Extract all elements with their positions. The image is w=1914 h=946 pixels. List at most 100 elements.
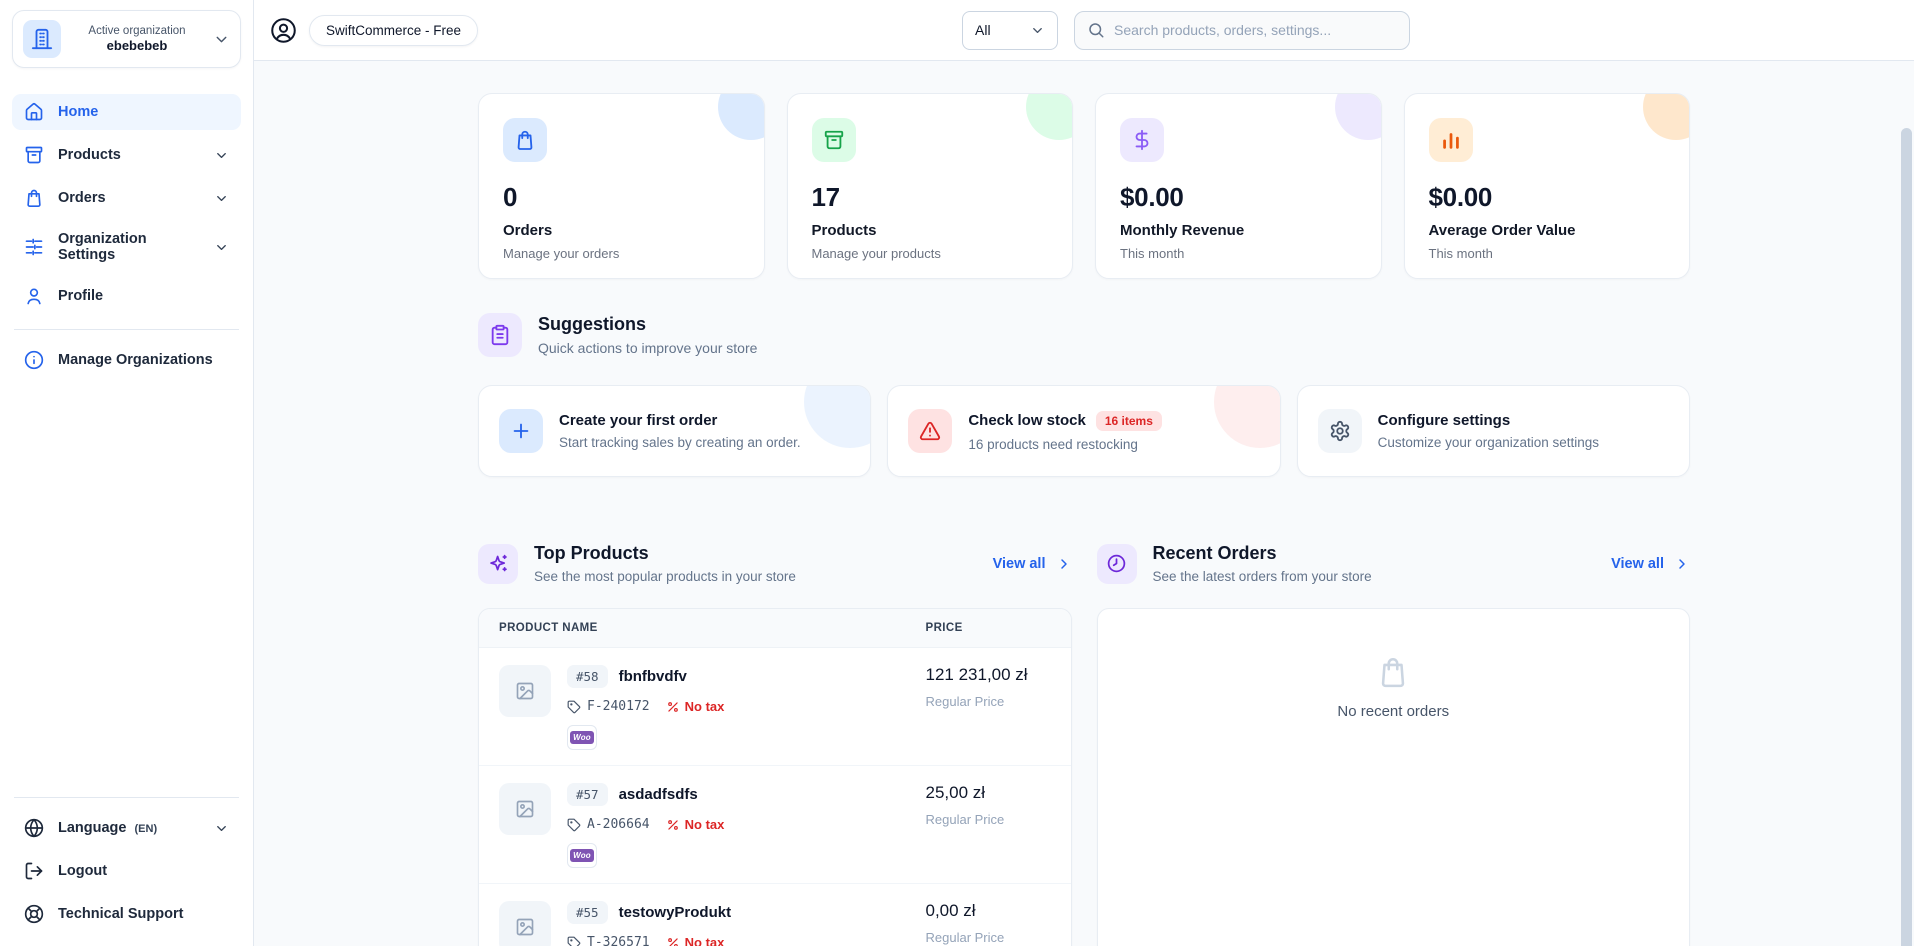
table-row[interactable]: #55 testowyProdukt T-326571: [479, 884, 1071, 946]
top-products-view-all-link[interactable]: View all: [993, 556, 1072, 572]
suggestions-header: Suggestions Quick actions to improve you…: [478, 313, 1690, 357]
top-products-column: Top Products See the most popular produc…: [478, 543, 1072, 946]
stat-title: Products: [811, 222, 877, 239]
suggestion-title: Configure settings: [1377, 412, 1511, 429]
search-icon: [1087, 21, 1105, 39]
bar-chart-icon: [1428, 118, 1473, 162]
sidebar-item-technical-support[interactable]: Technical Support: [12, 896, 241, 932]
stat-card-monthly-revenue[interactable]: $0.00 Monthly Revenue This month: [1095, 93, 1382, 279]
chevron-down-icon: [214, 191, 229, 206]
search-area: All: [962, 10, 1410, 50]
product-name: asdadfsdfs: [618, 786, 698, 803]
sidebar-item-label: Organization Settings: [58, 231, 147, 263]
chevron-right-icon: [1674, 556, 1690, 572]
price-type: Regular Price: [925, 694, 1005, 709]
stat-card-average-order-value[interactable]: $0.00 Average Order Value This month: [1403, 93, 1690, 279]
section-subtitle: See the most popular products in your st…: [534, 569, 796, 584]
recent-orders-header: Recent Orders See the latest orders from…: [1096, 543, 1691, 584]
product-id-badge: #55: [567, 901, 608, 924]
recent-orders-column: Recent Orders See the latest orders from…: [1096, 543, 1691, 946]
suggestions-row: Create your first order Start tracking s…: [478, 385, 1690, 477]
stat-subtitle: Manage your products: [811, 246, 941, 261]
sidebar-item-label: Profile: [58, 288, 104, 304]
product-image-placeholder-icon: [499, 783, 551, 835]
sidebar-item-orders[interactable]: Orders: [12, 180, 241, 216]
table-row[interactable]: #58 fbnfbvdfv F-240172: [479, 648, 1071, 766]
plus-icon: [499, 409, 543, 453]
recent-orders-view-all-link[interactable]: View all: [1611, 556, 1690, 572]
top-products-table: PRODUCT NAME PRICE #58: [478, 608, 1072, 946]
product-price: 0,00 zł: [925, 901, 976, 920]
tag-icon: [567, 700, 581, 714]
stat-card-orders[interactable]: 0 Orders Manage your orders: [478, 93, 765, 279]
sparkles-icon: [478, 543, 518, 584]
stat-value: 17: [811, 182, 841, 212]
stats-row: 0 Orders Manage your orders 17 Products …: [478, 93, 1690, 279]
percent-off-icon: [666, 700, 680, 714]
plan-badge: SwiftCommerce - Free: [309, 14, 479, 46]
suggestion-description: 16 products need restocking: [968, 436, 1138, 452]
sidebar-item-profile[interactable]: Profile: [12, 278, 241, 314]
decorative-circle: [1643, 94, 1690, 140]
sidebar-item-products[interactable]: Products: [12, 137, 241, 173]
stat-title: Orders: [503, 222, 553, 239]
logout-icon: [24, 861, 44, 881]
stat-title: Average Order Value: [1428, 222, 1576, 239]
price-type: Regular Price: [925, 930, 1005, 945]
chevron-down-icon: [1030, 23, 1045, 38]
chevron-down-icon: [214, 148, 229, 163]
stat-card-products[interactable]: 17 Products Manage your products: [786, 93, 1073, 279]
sidebar-item-label: Language (EN): [58, 820, 158, 836]
clock-icon: [1096, 543, 1137, 584]
sidebar-item-home[interactable]: Home: [12, 94, 241, 130]
stat-value: $0.00: [1120, 182, 1184, 212]
no-tax-label: No tax: [666, 935, 724, 946]
gear-icon: [1317, 409, 1362, 453]
divider: [14, 329, 239, 330]
empty-state-text: No recent orders: [1337, 703, 1450, 720]
no-tax-label: No tax: [666, 699, 724, 714]
view-all-label: View all: [992, 555, 1046, 572]
top-products-header: Top Products See the most popular produc…: [478, 543, 1072, 584]
sidebar-item-label: Technical Support: [58, 906, 184, 922]
sidebar-item-manage-organizations[interactable]: Manage Organizations: [12, 342, 241, 378]
decorative-circle: [1026, 94, 1073, 140]
archive-box-icon: [811, 118, 856, 162]
chevron-right-icon: [1056, 556, 1072, 572]
alert-triangle-icon: [908, 409, 953, 453]
no-tax-label: No tax: [666, 817, 724, 832]
decorative-circle: [804, 386, 871, 448]
sidebar-item-language[interactable]: Language (EN): [12, 810, 241, 846]
column-product-name: PRODUCT NAME: [499, 622, 598, 634]
search-input[interactable]: [1114, 22, 1397, 38]
chevron-down-icon: [214, 821, 229, 836]
decorative-circle: [1213, 386, 1280, 448]
building-icon: [23, 20, 61, 58]
tag-icon: [567, 936, 581, 946]
shopping-bag-icon: [503, 118, 547, 162]
scrollbar-thumb[interactable]: [1901, 128, 1912, 946]
empty-bag-icon: [1376, 655, 1410, 689]
product-sku: A-206664: [567, 817, 650, 832]
suggestion-create-order[interactable]: Create your first order Start tracking s…: [478, 385, 872, 477]
language-code: (EN): [134, 823, 158, 835]
search-scope-select[interactable]: All: [962, 10, 1058, 50]
low-stock-count-badge: 16 items: [1095, 410, 1162, 431]
main-area: SwiftCommerce - Free All: [254, 0, 1914, 946]
dollar-sign-icon: [1120, 118, 1164, 162]
table-row[interactable]: #57 asdadfsdfs A-206664: [479, 766, 1071, 884]
stat-value: $0.00: [1428, 182, 1493, 212]
user-avatar-icon[interactable]: [270, 17, 297, 44]
select-value: All: [975, 22, 991, 38]
suggestion-check-low-stock[interactable]: Check low stock 16 items 16 products nee…: [887, 385, 1281, 477]
product-sku: T-326571: [567, 935, 650, 946]
sidebar-item-label: Home: [58, 104, 99, 120]
product-price: 25,00 zł: [925, 783, 986, 802]
org-selector[interactable]: Active organization ebebebeb: [12, 10, 241, 68]
sidebar-item-logout[interactable]: Logout: [12, 853, 241, 889]
suggestion-configure-settings[interactable]: Configure settings Customize your organi…: [1296, 385, 1690, 477]
sidebar-item-label: Products: [58, 147, 121, 163]
sidebar: Active organization ebebebeb Home Produc…: [0, 0, 254, 946]
price-type: Regular Price: [925, 812, 1005, 827]
sidebar-item-organization-settings[interactable]: Organization Settings: [12, 223, 241, 271]
